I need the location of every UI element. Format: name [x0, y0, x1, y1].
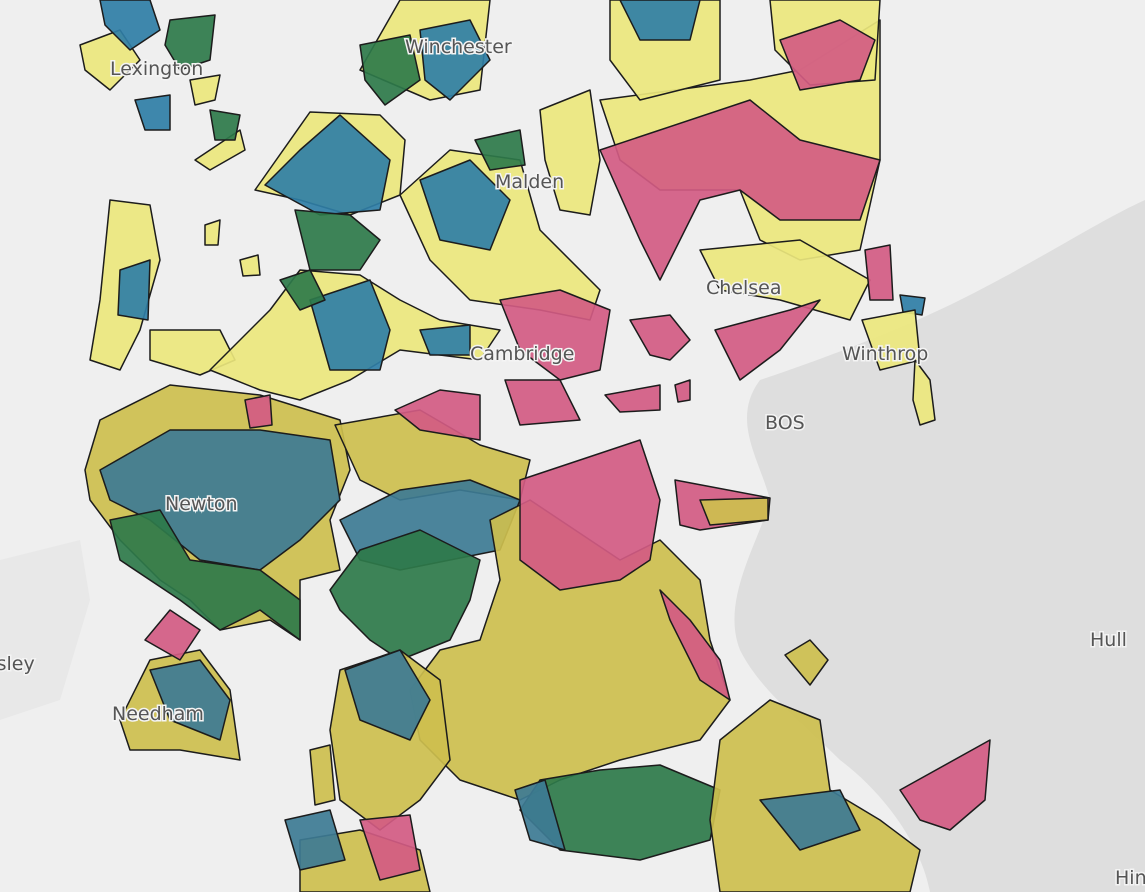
place-label: Hingham — [1115, 867, 1145, 889]
district — [279, 269, 326, 311]
place-label: Winthrop — [842, 343, 928, 365]
district — [99, 0, 161, 51]
district — [117, 259, 151, 321]
place-label: Hull — [1090, 629, 1127, 651]
district — [419, 159, 511, 251]
place-labels: Lexington Winchester Malden Chelsea Camb… — [0, 35, 1145, 891]
district — [359, 34, 421, 106]
district — [784, 639, 829, 686]
place-label: BOS — [765, 412, 805, 434]
district — [309, 279, 391, 371]
district — [394, 389, 481, 441]
district — [504, 379, 581, 426]
place-label: Newton — [165, 493, 238, 515]
district — [189, 74, 221, 106]
district — [419, 19, 491, 101]
district — [659, 589, 731, 701]
district — [294, 209, 381, 271]
district — [239, 254, 261, 277]
district — [344, 649, 431, 741]
district — [149, 659, 231, 741]
district — [244, 394, 273, 429]
district — [204, 219, 221, 246]
district — [912, 359, 936, 426]
place-label: Lexington — [110, 58, 203, 80]
district — [861, 309, 921, 371]
district — [474, 129, 526, 171]
district — [864, 244, 894, 301]
district — [99, 429, 341, 571]
district — [674, 379, 691, 403]
district — [209, 109, 241, 141]
district — [144, 609, 201, 661]
harbor-water — [734, 200, 1145, 892]
district — [329, 529, 481, 661]
districts — [79, 0, 991, 892]
district — [599, 99, 881, 281]
district — [714, 299, 821, 381]
district — [514, 779, 566, 851]
place-label: Cambridge — [470, 343, 574, 365]
district — [604, 384, 661, 413]
place-label: Malden — [495, 171, 564, 193]
district — [109, 509, 301, 641]
place-label: Chelsea — [706, 277, 782, 299]
place-label: Wellesley — [0, 653, 35, 675]
district — [699, 497, 769, 526]
district — [309, 744, 336, 806]
district — [499, 289, 611, 381]
district — [519, 439, 661, 591]
district — [619, 0, 701, 41]
district — [419, 324, 471, 356]
district — [539, 89, 601, 216]
district — [899, 739, 991, 831]
district — [699, 239, 871, 321]
place-label: Winchester — [405, 36, 512, 58]
district — [759, 789, 861, 851]
district — [164, 14, 216, 71]
district — [899, 294, 926, 316]
land-shade — [0, 540, 90, 720]
district — [134, 94, 171, 131]
district — [629, 314, 691, 361]
district — [779, 19, 876, 91]
place-label: Needham — [112, 703, 204, 725]
district — [359, 814, 421, 881]
district — [284, 809, 346, 871]
